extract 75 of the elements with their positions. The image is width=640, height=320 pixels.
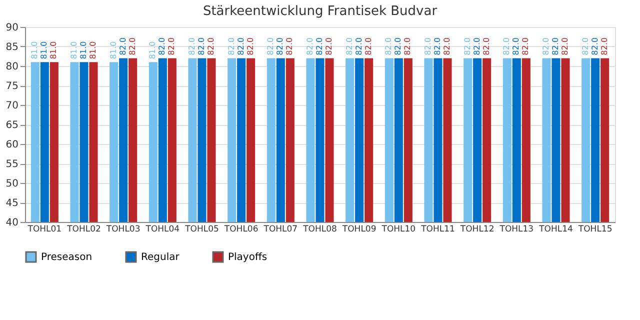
legend-label: Regular bbox=[141, 252, 180, 263]
data-label: 82.0 bbox=[206, 37, 216, 56]
x-tick-label: TOHL08 bbox=[302, 224, 337, 234]
y-tick-label: 65 bbox=[6, 120, 18, 131]
x-tick-label: TOHL02 bbox=[66, 224, 101, 234]
y-tick-label: 90 bbox=[6, 22, 18, 34]
y-tick-label: 45 bbox=[6, 198, 18, 209]
data-label: 82.0 bbox=[551, 37, 560, 56]
data-label: 82.0 bbox=[188, 37, 197, 56]
x-tick-label: TOHL04 bbox=[144, 224, 180, 234]
data-label: 82.0 bbox=[118, 37, 128, 56]
data-label: 81.0 bbox=[88, 41, 98, 60]
data-label: 82.0 bbox=[354, 37, 364, 56]
data-label: 82.0 bbox=[324, 37, 334, 56]
data-label: 82.0 bbox=[472, 37, 482, 56]
x-tick-label: TOHL03 bbox=[105, 224, 140, 234]
data-label: 82.0 bbox=[266, 37, 276, 56]
data-label: 82.0 bbox=[246, 37, 255, 56]
y-tick-label: 40 bbox=[6, 218, 18, 228]
x-tick-label: TOHL10 bbox=[380, 224, 416, 234]
data-label: 82.0 bbox=[276, 37, 285, 56]
data-label: 82.0 bbox=[384, 37, 394, 56]
data-label: 82.0 bbox=[128, 37, 137, 56]
x-tick-label: TOHL12 bbox=[459, 224, 494, 234]
data-label: 82.0 bbox=[590, 37, 600, 56]
data-label: 82.0 bbox=[482, 37, 491, 56]
data-label: 82.0 bbox=[502, 37, 512, 56]
data-label: 81.0 bbox=[40, 41, 49, 60]
data-label: 82.0 bbox=[167, 37, 176, 56]
data-label: 82.0 bbox=[560, 37, 570, 56]
data-label: 82.0 bbox=[600, 37, 609, 56]
y-tick-label: 85 bbox=[6, 42, 18, 53]
y-tick-label: 60 bbox=[6, 140, 18, 150]
data-label: 82.0 bbox=[306, 37, 315, 56]
data-label: 82.0 bbox=[394, 37, 403, 56]
data-label: 82.0 bbox=[424, 37, 433, 56]
data-label: 82.0 bbox=[403, 37, 412, 56]
chart-title: Stärkeentwicklung Frantisek Budvar bbox=[202, 4, 438, 19]
data-label: 82.0 bbox=[462, 37, 472, 56]
data-label: 82.0 bbox=[315, 37, 324, 56]
x-tick-label: TOHL01 bbox=[26, 224, 62, 234]
x-tick-label: TOHL13 bbox=[498, 224, 534, 234]
data-label: 82.0 bbox=[542, 37, 551, 56]
data-label: 81.0 bbox=[108, 41, 118, 60]
data-label: 82.0 bbox=[236, 37, 246, 56]
data-label: 82.0 bbox=[197, 37, 206, 56]
data-label: 82.0 bbox=[158, 37, 167, 56]
data-label: 81.0 bbox=[148, 41, 158, 60]
x-tick-label: TOHL15 bbox=[577, 224, 612, 234]
x-tick-label: TOHL07 bbox=[262, 224, 298, 234]
data-label: 82.0 bbox=[344, 37, 354, 56]
x-tick-label: TOHL14 bbox=[538, 224, 573, 234]
data-label: 81.0 bbox=[49, 41, 58, 60]
data-label: 82.0 bbox=[285, 37, 294, 56]
data-label: 82.0 bbox=[521, 37, 530, 56]
data-label: 81.0 bbox=[79, 41, 88, 60]
y-tick-label: 80 bbox=[6, 62, 18, 72]
y-tick-label: 50 bbox=[6, 178, 18, 190]
data-label: 81.0 bbox=[70, 41, 79, 60]
y-tick-label: 75 bbox=[6, 81, 18, 92]
legend-label: Preseason bbox=[41, 252, 92, 263]
x-tick-label: TOHL09 bbox=[341, 224, 376, 234]
data-label: 82.0 bbox=[512, 37, 521, 56]
data-label: 81.0 bbox=[30, 41, 40, 60]
y-tick-label: 70 bbox=[6, 100, 18, 112]
data-label: 82.0 bbox=[433, 37, 442, 56]
data-label: 82.0 bbox=[580, 37, 590, 56]
legend-label: Playoffs bbox=[228, 252, 268, 263]
x-tick-label: TOHL05 bbox=[184, 224, 219, 234]
x-tick-label: TOHL11 bbox=[420, 224, 455, 234]
x-tick-label: TOHL06 bbox=[223, 224, 258, 234]
data-label: 82.0 bbox=[364, 37, 373, 56]
data-label: 82.0 bbox=[442, 37, 452, 56]
y-tick-label: 55 bbox=[6, 159, 18, 170]
data-label: 82.0 bbox=[226, 37, 236, 56]
